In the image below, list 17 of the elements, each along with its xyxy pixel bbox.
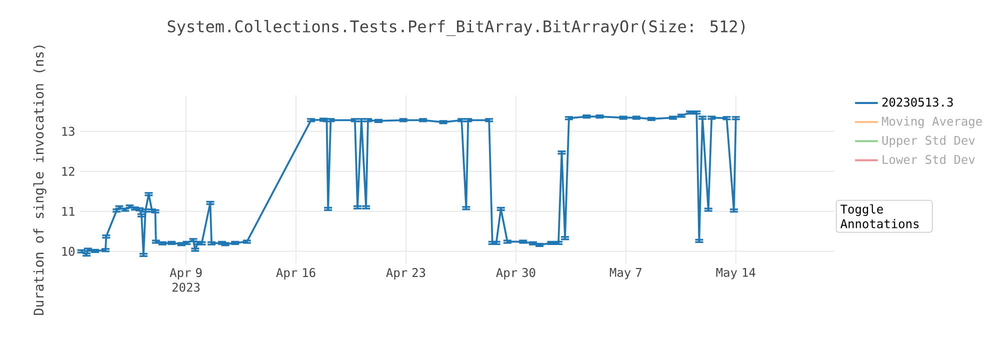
x-tick-label: Apr 16 — [276, 268, 316, 280]
y-axis-title: Duration of single invocation (ns) — [33, 46, 46, 315]
y-tick-label: 13 — [62, 126, 74, 136]
x-tick-label: Apr 23 — [386, 268, 426, 280]
y-tick-label: 11 — [62, 206, 74, 216]
text: Toggle Annotations — [840, 204, 919, 228]
x-tick-label: Apr 30 — [496, 268, 536, 280]
legend-label: Moving Average — [882, 116, 982, 128]
y-tick-label: 10 — [62, 246, 75, 256]
legend-label: 20230513.3 — [882, 98, 953, 107]
legend-label: Lower Std Dev — [882, 154, 975, 164]
legend-label: Upper Std Dev — [882, 136, 975, 148]
x-tick-label: Apr 9 2023 — [170, 268, 202, 292]
x-tick-label: May 7 — [610, 268, 642, 280]
chart-title: System.Collections.Tests.Perf_BitArray.BitArrayOr(Size: 512) — [168, 20, 745, 36]
x-tick-label: May 14 — [716, 268, 756, 280]
y-tick-label: 12 — [62, 166, 74, 176]
